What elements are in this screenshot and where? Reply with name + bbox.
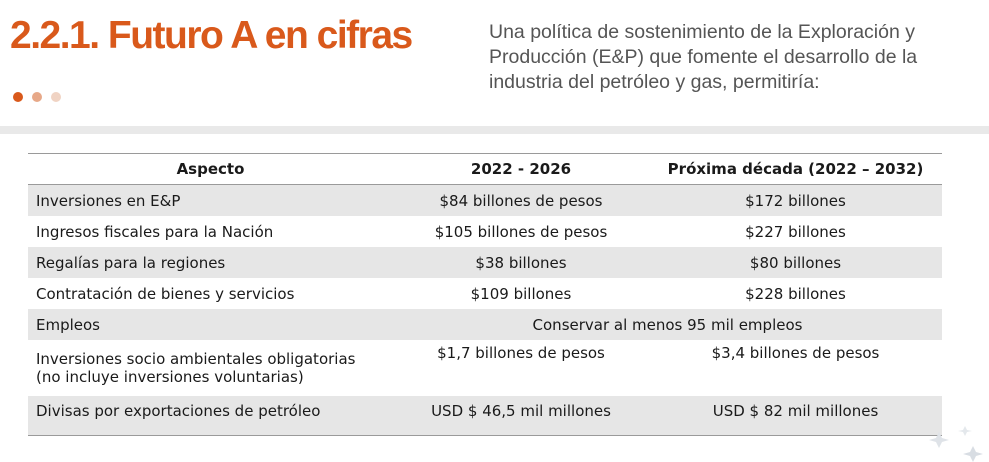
slide-header: 2.2.1. Futuro A en cifras Una política d…	[0, 0, 989, 126]
row-period1-value: $38 billones	[393, 247, 649, 278]
row-aspect: Regalías para la regiones	[28, 247, 393, 278]
figures-table: Aspecto 2022 - 2026 Próxima década (2022…	[28, 153, 942, 436]
header-band	[0, 126, 989, 134]
row-aspect: Inversiones en E&P	[28, 184, 393, 216]
row-period1-value: USD $ 46,5 mil millones	[393, 396, 649, 436]
header-2022-2026: 2022 - 2026	[393, 153, 649, 185]
row-aspect: Divisas por exportaciones de petróleo	[28, 396, 393, 436]
dot-2	[32, 92, 42, 102]
row-aspect: Contratación de bienes y servicios	[36, 284, 295, 303]
table-row: Inversiones socio ambientales obligatori…	[28, 340, 942, 396]
row-period1-value: $109 billones	[470, 284, 572, 303]
row-aspect-line-1: Inversiones socio ambientales obligatori…	[36, 350, 356, 368]
row-period2-value: $172 billones	[649, 184, 942, 216]
row-period2-value: $80 billones	[649, 247, 942, 278]
row-period2-value: $227 billones	[745, 222, 846, 241]
row-aspect: Ingresos fiscales para la Nación	[36, 222, 274, 241]
table-row: Divisas por exportaciones de petróleo US…	[28, 396, 942, 436]
row-period1-value: $105 billones de pesos	[434, 222, 608, 241]
intro-text: Una política de sostenimiento de la Expl…	[489, 21, 918, 93]
row-aspect-line-2: (no incluye inversiones voluntarias)	[36, 368, 304, 386]
row-merged-value: Conservar al menos 95 mil empleos	[393, 309, 942, 340]
table-header-row: Aspecto 2022 - 2026 Próxima década (2022…	[28, 153, 942, 185]
decorative-stars-icon	[929, 426, 983, 462]
table-row: Empleos Conservar al menos 95 mil empleo…	[28, 309, 942, 340]
row-period1-value: $84 billones de pesos	[393, 184, 649, 216]
row-period1-value: $1,7 billones de pesos	[437, 344, 605, 362]
row-aspect: Empleos	[28, 309, 393, 340]
dot-3	[51, 92, 61, 102]
row-period2-value: $3,4 billones de pesos	[711, 344, 880, 362]
dot-1	[13, 92, 23, 102]
row-period2-value: USD $ 82 mil millones	[649, 396, 942, 436]
table-row: Ingresos fiscales para la Nación $105 bi…	[28, 216, 942, 247]
table-row: Contratación de bienes y servicios $109 …	[28, 278, 942, 309]
header-next-decade: Próxima década (2022 – 2032)	[649, 153, 942, 185]
row-period2-value: $228 billones	[745, 284, 846, 303]
progress-dots	[13, 92, 61, 102]
header-aspect: Aspecto	[28, 153, 393, 185]
page-title: 2.2.1. Futuro A en cifras	[10, 14, 413, 57]
table-row: Regalías para la regiones $38 billones $…	[28, 247, 942, 278]
table-row: Inversiones en E&P $84 billones de pesos…	[28, 184, 942, 216]
row-aspect: Inversiones socio ambientales obligatori…	[28, 340, 393, 396]
